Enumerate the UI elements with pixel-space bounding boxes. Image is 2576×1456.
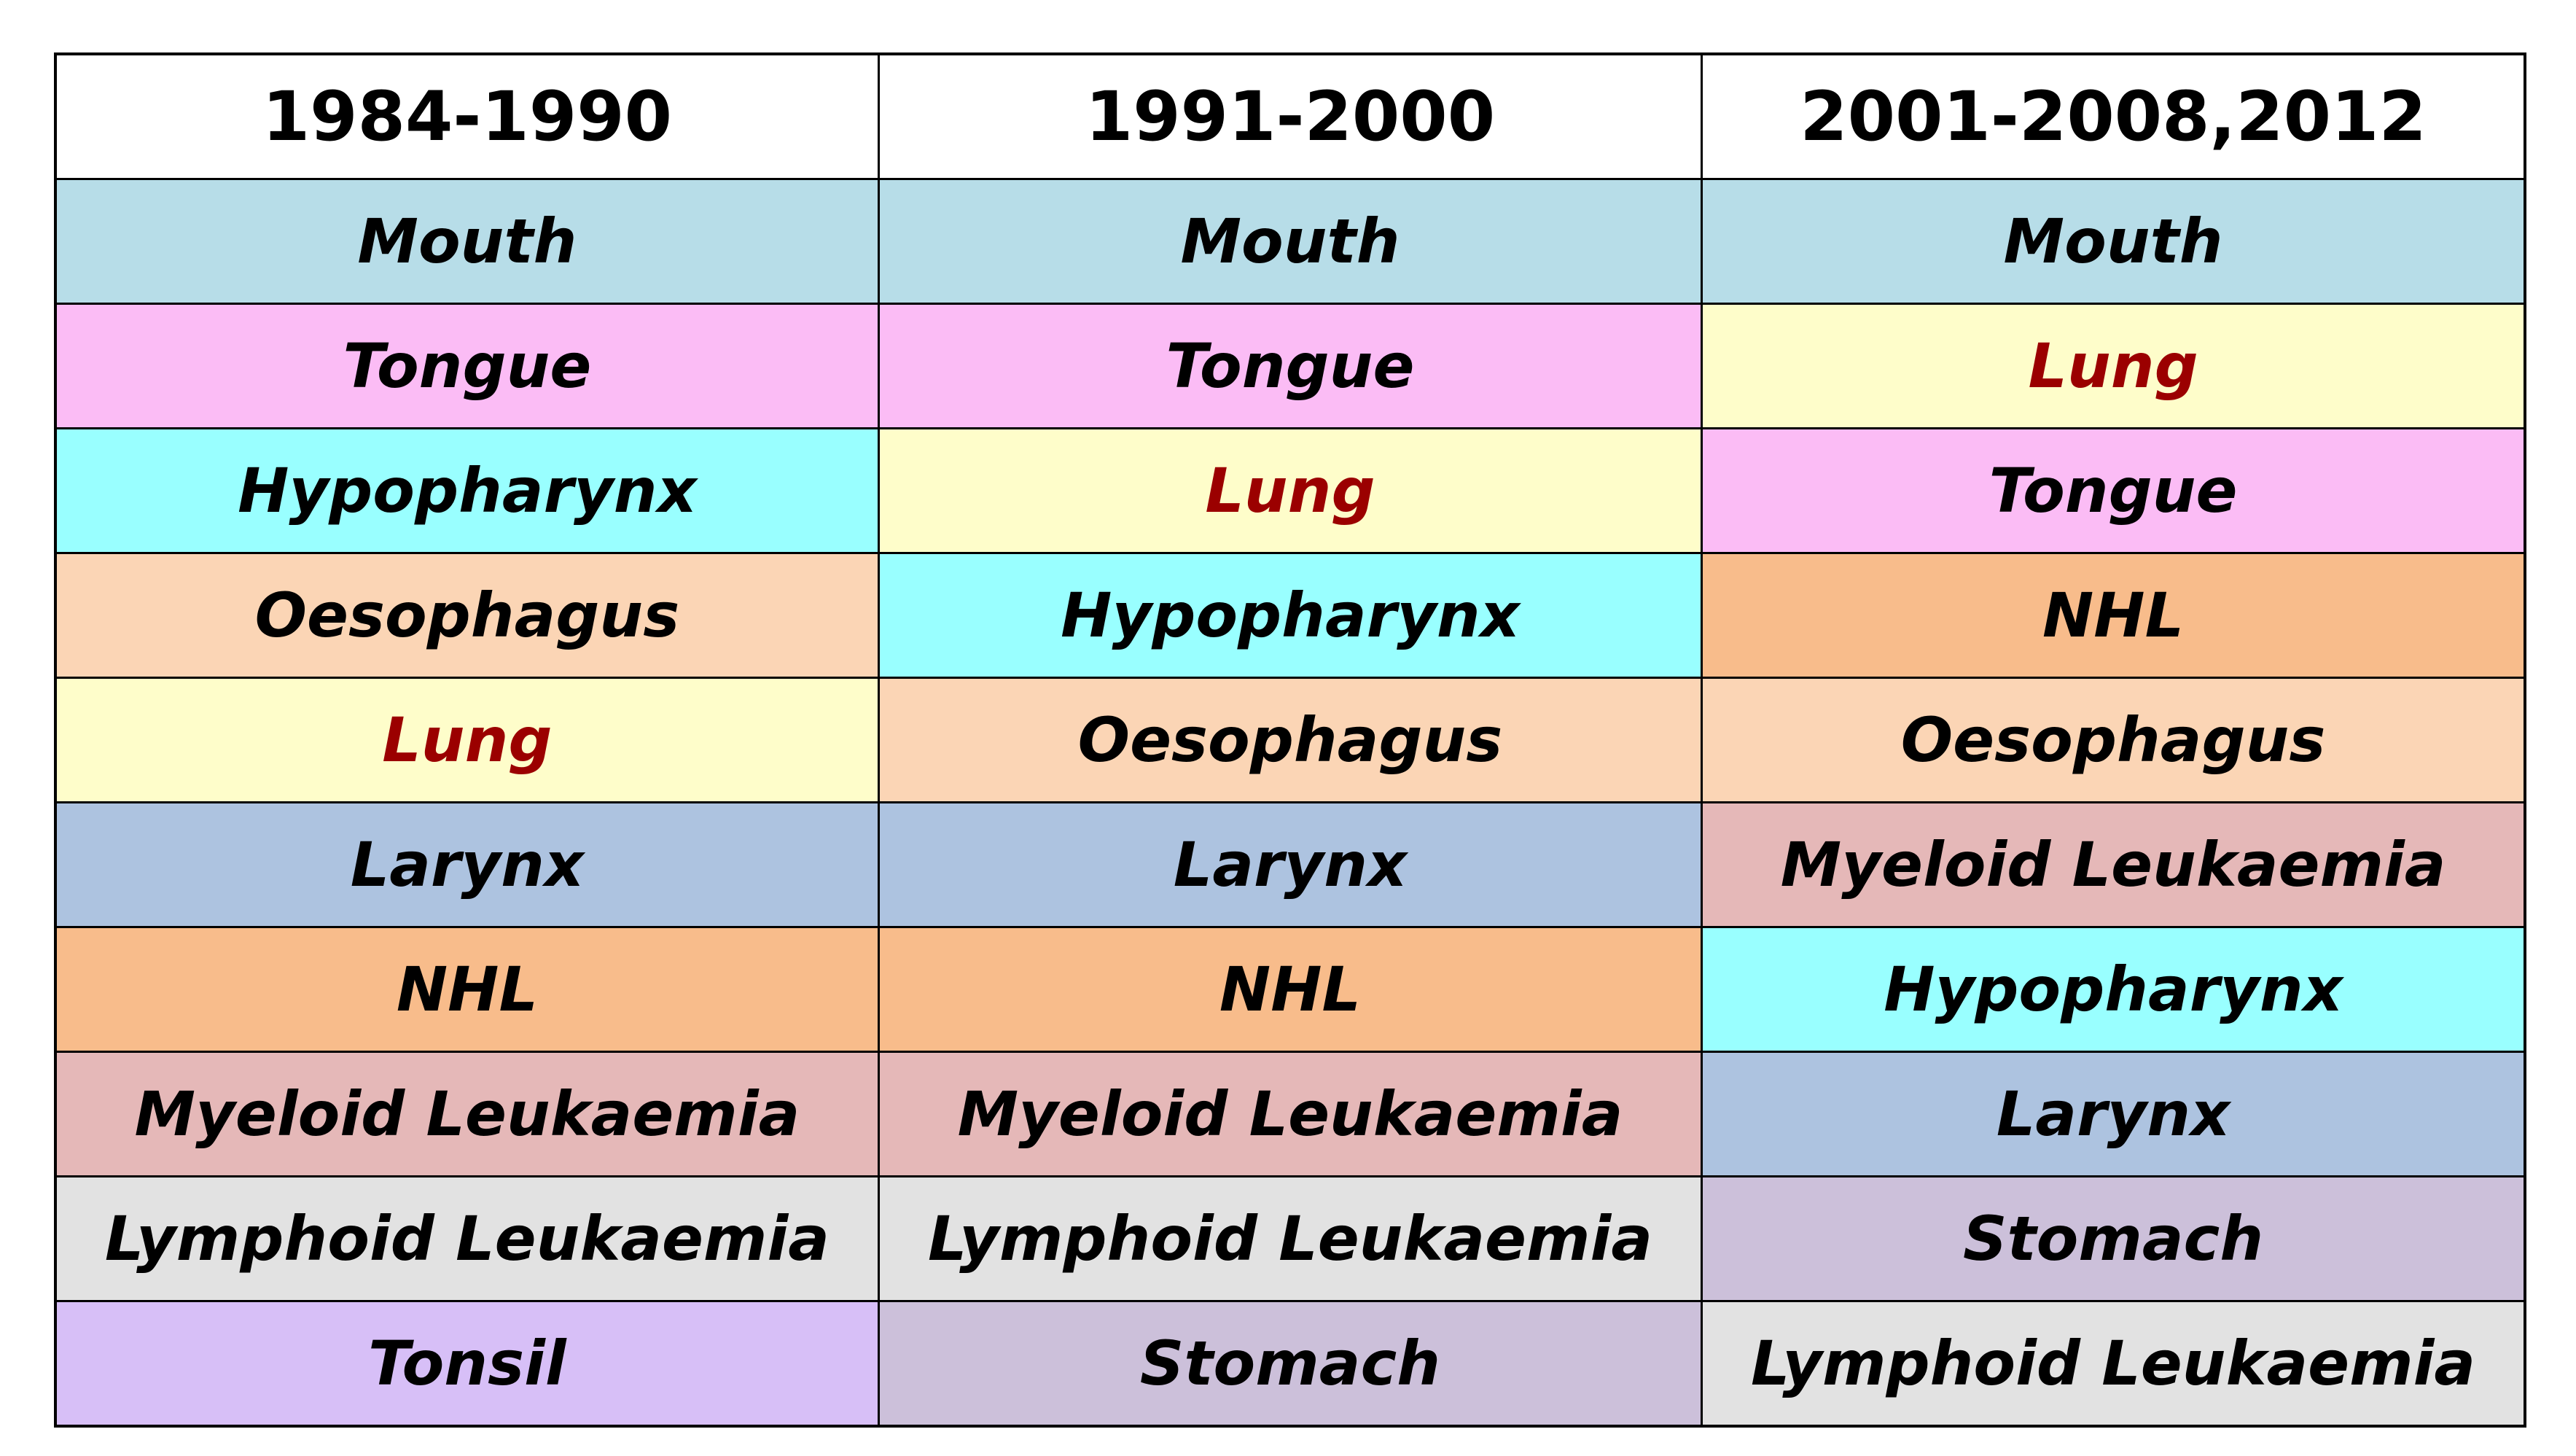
column-header-period-1: 1984-1990 [54,52,880,180]
table-cell: Myeloid Leukaemia [877,1051,1703,1177]
table-cell: Oesophagus [1701,677,2526,803]
table-cell: Tongue [1701,427,2526,554]
table-row: Larynx Larynx Myeloid Leukaemia [54,801,2526,928]
table-cell: Tonsil [54,1300,880,1428]
table-row: Mouth Mouth Mouth [54,178,2526,305]
table-cell: Lymphoid Leukaemia [877,1175,1703,1302]
header-row: 1984-1990 1991-2000 2001-2008,2012 [54,52,2526,180]
column-header-period-3: 2001-2008,2012 [1701,52,2526,180]
table-cell: Lung [1701,303,2526,429]
table-cell: Hypopharynx [54,427,880,554]
table-row: Hypopharynx Lung Tongue [54,427,2526,554]
table-cell: Stomach [877,1300,1703,1428]
table-row: Lung Oesophagus Oesophagus [54,677,2526,803]
table-cell: Larynx [1701,1051,2526,1177]
table-cell: Larynx [877,801,1703,928]
column-header-period-2: 1991-2000 [877,52,1703,180]
table-cell: Stomach [1701,1175,2526,1302]
table-cell: NHL [54,926,880,1053]
table-row: NHL NHL Hypopharynx [54,926,2526,1053]
ranking-table-container: 1984-1990 1991-2000 2001-2008,2012 Mouth… [54,52,2526,1428]
table-cell: Larynx [54,801,880,928]
table-cell: Oesophagus [877,677,1703,803]
table-row: Oesophagus Hypopharynx NHL [54,552,2526,679]
table-cell: Lung [877,427,1703,554]
table-row: Tonsil Stomach Lymphoid Leukaemia [54,1300,2526,1428]
table-row: Tongue Tongue Lung [54,303,2526,429]
table-cell: Hypopharynx [877,552,1703,679]
table-row: Lymphoid Leukaemia Lymphoid Leukaemia St… [54,1175,2526,1302]
table-cell: Lymphoid Leukaemia [1701,1300,2526,1428]
table-cell: Mouth [1701,178,2526,305]
table-cell: NHL [1701,552,2526,679]
table-cell: Oesophagus [54,552,880,679]
cancer-site-ranking-table: 1984-1990 1991-2000 2001-2008,2012 Mouth… [54,52,2526,1428]
table-cell: Myeloid Leukaemia [1701,801,2526,928]
table-cell: Mouth [877,178,1703,305]
table-cell: Tongue [877,303,1703,429]
table-cell: Myeloid Leukaemia [54,1051,880,1177]
table-cell: NHL [877,926,1703,1053]
table-cell: Lung [54,677,880,803]
table-cell: Lymphoid Leukaemia [54,1175,880,1302]
table-body: Mouth Mouth Mouth Tongue Tongue Lung Hyp… [54,178,2526,1428]
table-cell: Mouth [54,178,880,305]
table-header: 1984-1990 1991-2000 2001-2008,2012 [54,52,2526,180]
table-cell: Hypopharynx [1701,926,2526,1053]
table-cell: Tongue [54,303,880,429]
table-row: Myeloid Leukaemia Myeloid Leukaemia Lary… [54,1051,2526,1177]
